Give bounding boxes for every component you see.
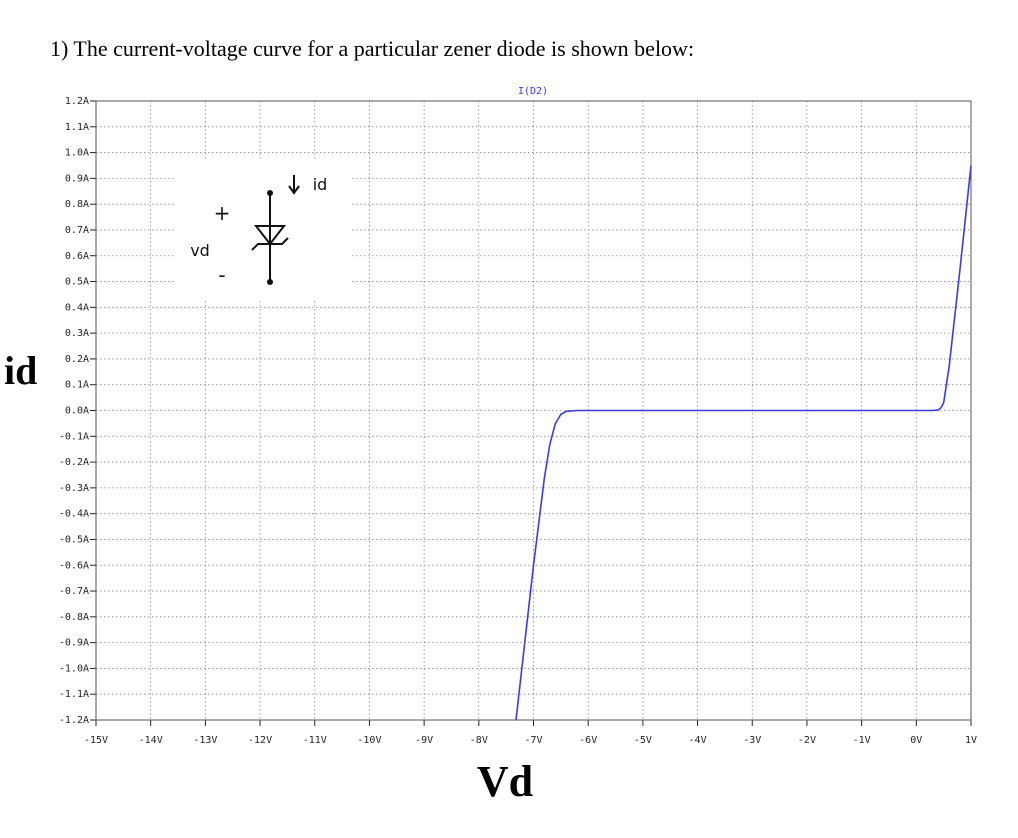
- y-tick-label: -0.1A: [59, 431, 89, 442]
- y-tick-label: 0.4A: [65, 302, 89, 313]
- x-tick-label: -11V: [303, 735, 327, 746]
- y-tick-label: 1.0A: [65, 148, 89, 159]
- x-axis-label: Vd: [477, 757, 533, 806]
- plot-frame: [95, 100, 972, 721]
- node: [267, 279, 273, 285]
- x-tick-label: -15V: [84, 735, 108, 746]
- y-tick-label: -1.2A: [59, 715, 89, 726]
- diode-sketch: + vd - id: [176, 160, 350, 300]
- y-tick-label: -0.7A: [59, 586, 89, 597]
- y-tick-label: 1.1A: [65, 122, 89, 133]
- y-tick-label: 0.1A: [65, 380, 89, 391]
- y-axis-label: id: [4, 348, 37, 393]
- plot: 1.2A 1.1A 1.0A 0.9A 0.8A 0.7A 0.6A 0.5A 0.4A 0.3A…: [59, 96, 977, 746]
- x-tick-label: -10V: [357, 735, 381, 746]
- x-tick-label: 1V: [965, 735, 977, 746]
- x-tick-label: 0V: [910, 735, 922, 746]
- heading: 1) The current-voltage curve for a parti…: [50, 36, 694, 61]
- y-tick-label: -0.8A: [59, 612, 89, 623]
- y-tick-label: 0.3A: [65, 328, 89, 339]
- x-tick-label: -1V: [853, 735, 871, 746]
- x-tick-label: -4V: [689, 735, 707, 746]
- x-tick-label: -3V: [743, 735, 761, 746]
- voltage-label: vd: [190, 241, 210, 260]
- y-tick-label: 0.6A: [65, 251, 89, 262]
- y-tick-label: 0.2A: [65, 354, 89, 365]
- current-arrow-head: [288, 185, 300, 195]
- x-tick-label: -7V: [524, 735, 542, 746]
- plus-sign: +: [214, 201, 231, 225]
- x-tick-label: -14V: [139, 735, 163, 746]
- y-tick-label: 0.9A: [65, 173, 89, 184]
- y-tick-label: -1.1A: [59, 689, 89, 700]
- node: [267, 190, 273, 196]
- y-tick-label: 1.2A: [65, 96, 89, 107]
- trace: [515, 165, 972, 721]
- x-tick-label: -12V: [248, 735, 272, 746]
- y-tick-label: 0.0A: [65, 406, 89, 417]
- y-tick-label: 0.5A: [65, 277, 89, 288]
- y-tick-label: -0.3A: [59, 483, 89, 494]
- y-tick-label: 0.7A: [65, 225, 89, 236]
- y-tick-label: -0.2A: [59, 457, 89, 468]
- x-tick-label: -6V: [579, 735, 597, 746]
- x-tick-label: -9V: [415, 735, 433, 746]
- y-tick-label: -1.0A: [59, 663, 89, 674]
- zener-bar: [251, 237, 289, 251]
- diode-triangle: [253, 225, 287, 246]
- sketch-background: [176, 160, 350, 300]
- y-tick-label: -0.9A: [59, 638, 89, 649]
- y-tick-label: -0.5A: [59, 534, 89, 545]
- x-tick-label: -8V: [470, 735, 488, 746]
- x-tick-label: -2V: [798, 735, 816, 746]
- trace-label: I(D2): [518, 86, 548, 97]
- x-tick-label: -5V: [634, 735, 652, 746]
- y-tick-label: -0.4A: [59, 509, 89, 520]
- minus-sign: -: [218, 263, 225, 287]
- x-tick-label: -13V: [193, 735, 217, 746]
- y-tick-label: -0.6A: [59, 560, 89, 571]
- y-tick-label: 0.8A: [65, 199, 89, 210]
- current-label: id: [313, 175, 328, 194]
